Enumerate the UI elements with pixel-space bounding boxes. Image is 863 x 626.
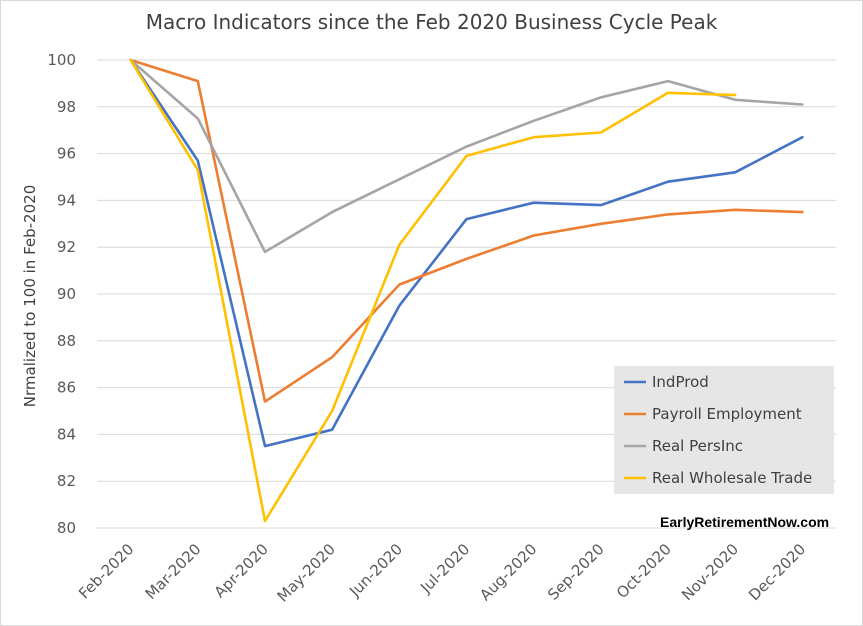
legend-label: Real PersInc: [652, 437, 743, 455]
x-tick-label: Jul-2020: [416, 540, 473, 597]
y-tick-label: 92: [57, 238, 76, 256]
y-tick-label: 100: [47, 51, 76, 69]
y-tick-label: 86: [57, 379, 76, 397]
x-tick-label: Jun-2020: [345, 540, 406, 601]
series-line-payroll-employment: [129, 58, 804, 403]
chart-title: Macro Indicators since the Feb 2020 Busi…: [145, 10, 718, 34]
y-tick-label: 82: [57, 472, 76, 490]
x-tick-label: Feb-2020: [75, 540, 137, 602]
legend: IndProd Payroll Employment Real PersInc Rea…: [614, 366, 834, 494]
y-tick-label: 88: [57, 332, 76, 350]
watermark: EarlyRetirementNow.com: [660, 514, 830, 530]
x-tick-label: Nov-2020: [678, 540, 742, 604]
y-tick-labels: 80 82 84 86 88 90 92 94 96 98 100: [47, 51, 76, 537]
x-tick-label: Apr-2020: [211, 540, 272, 601]
y-tick-label: 84: [57, 425, 76, 443]
y-tick-label: 94: [57, 191, 76, 209]
x-tick-labels: Feb-2020 Mar-2020 Apr-2020 May-2020 Jun-2020…: [75, 540, 809, 605]
legend-label: Real Wholesale Trade: [652, 469, 812, 487]
x-tick-label: Aug-2020: [476, 540, 540, 604]
y-tick-label: 90: [57, 285, 76, 303]
x-tick-label: May-2020: [274, 540, 339, 605]
y-tick-label: 80: [57, 519, 76, 537]
series-line-real-wholesale-trade: [129, 58, 737, 523]
x-tick-label: Dec-2020: [745, 540, 809, 604]
x-tick-label: Sep-2020: [544, 540, 608, 604]
x-tick-label: Mar-2020: [142, 540, 205, 603]
x-tick-label: Oct-2020: [613, 540, 675, 602]
series-lines: [129, 58, 804, 523]
y-tick-label: 96: [57, 145, 76, 163]
y-tick-label: 98: [57, 98, 76, 116]
legend-label: Payroll Employment: [652, 405, 802, 423]
series-line-real-persinc: [129, 58, 804, 254]
legend-label: IndProd: [652, 373, 709, 391]
series-line-indprod: [129, 58, 804, 448]
legend-box: [614, 366, 834, 494]
